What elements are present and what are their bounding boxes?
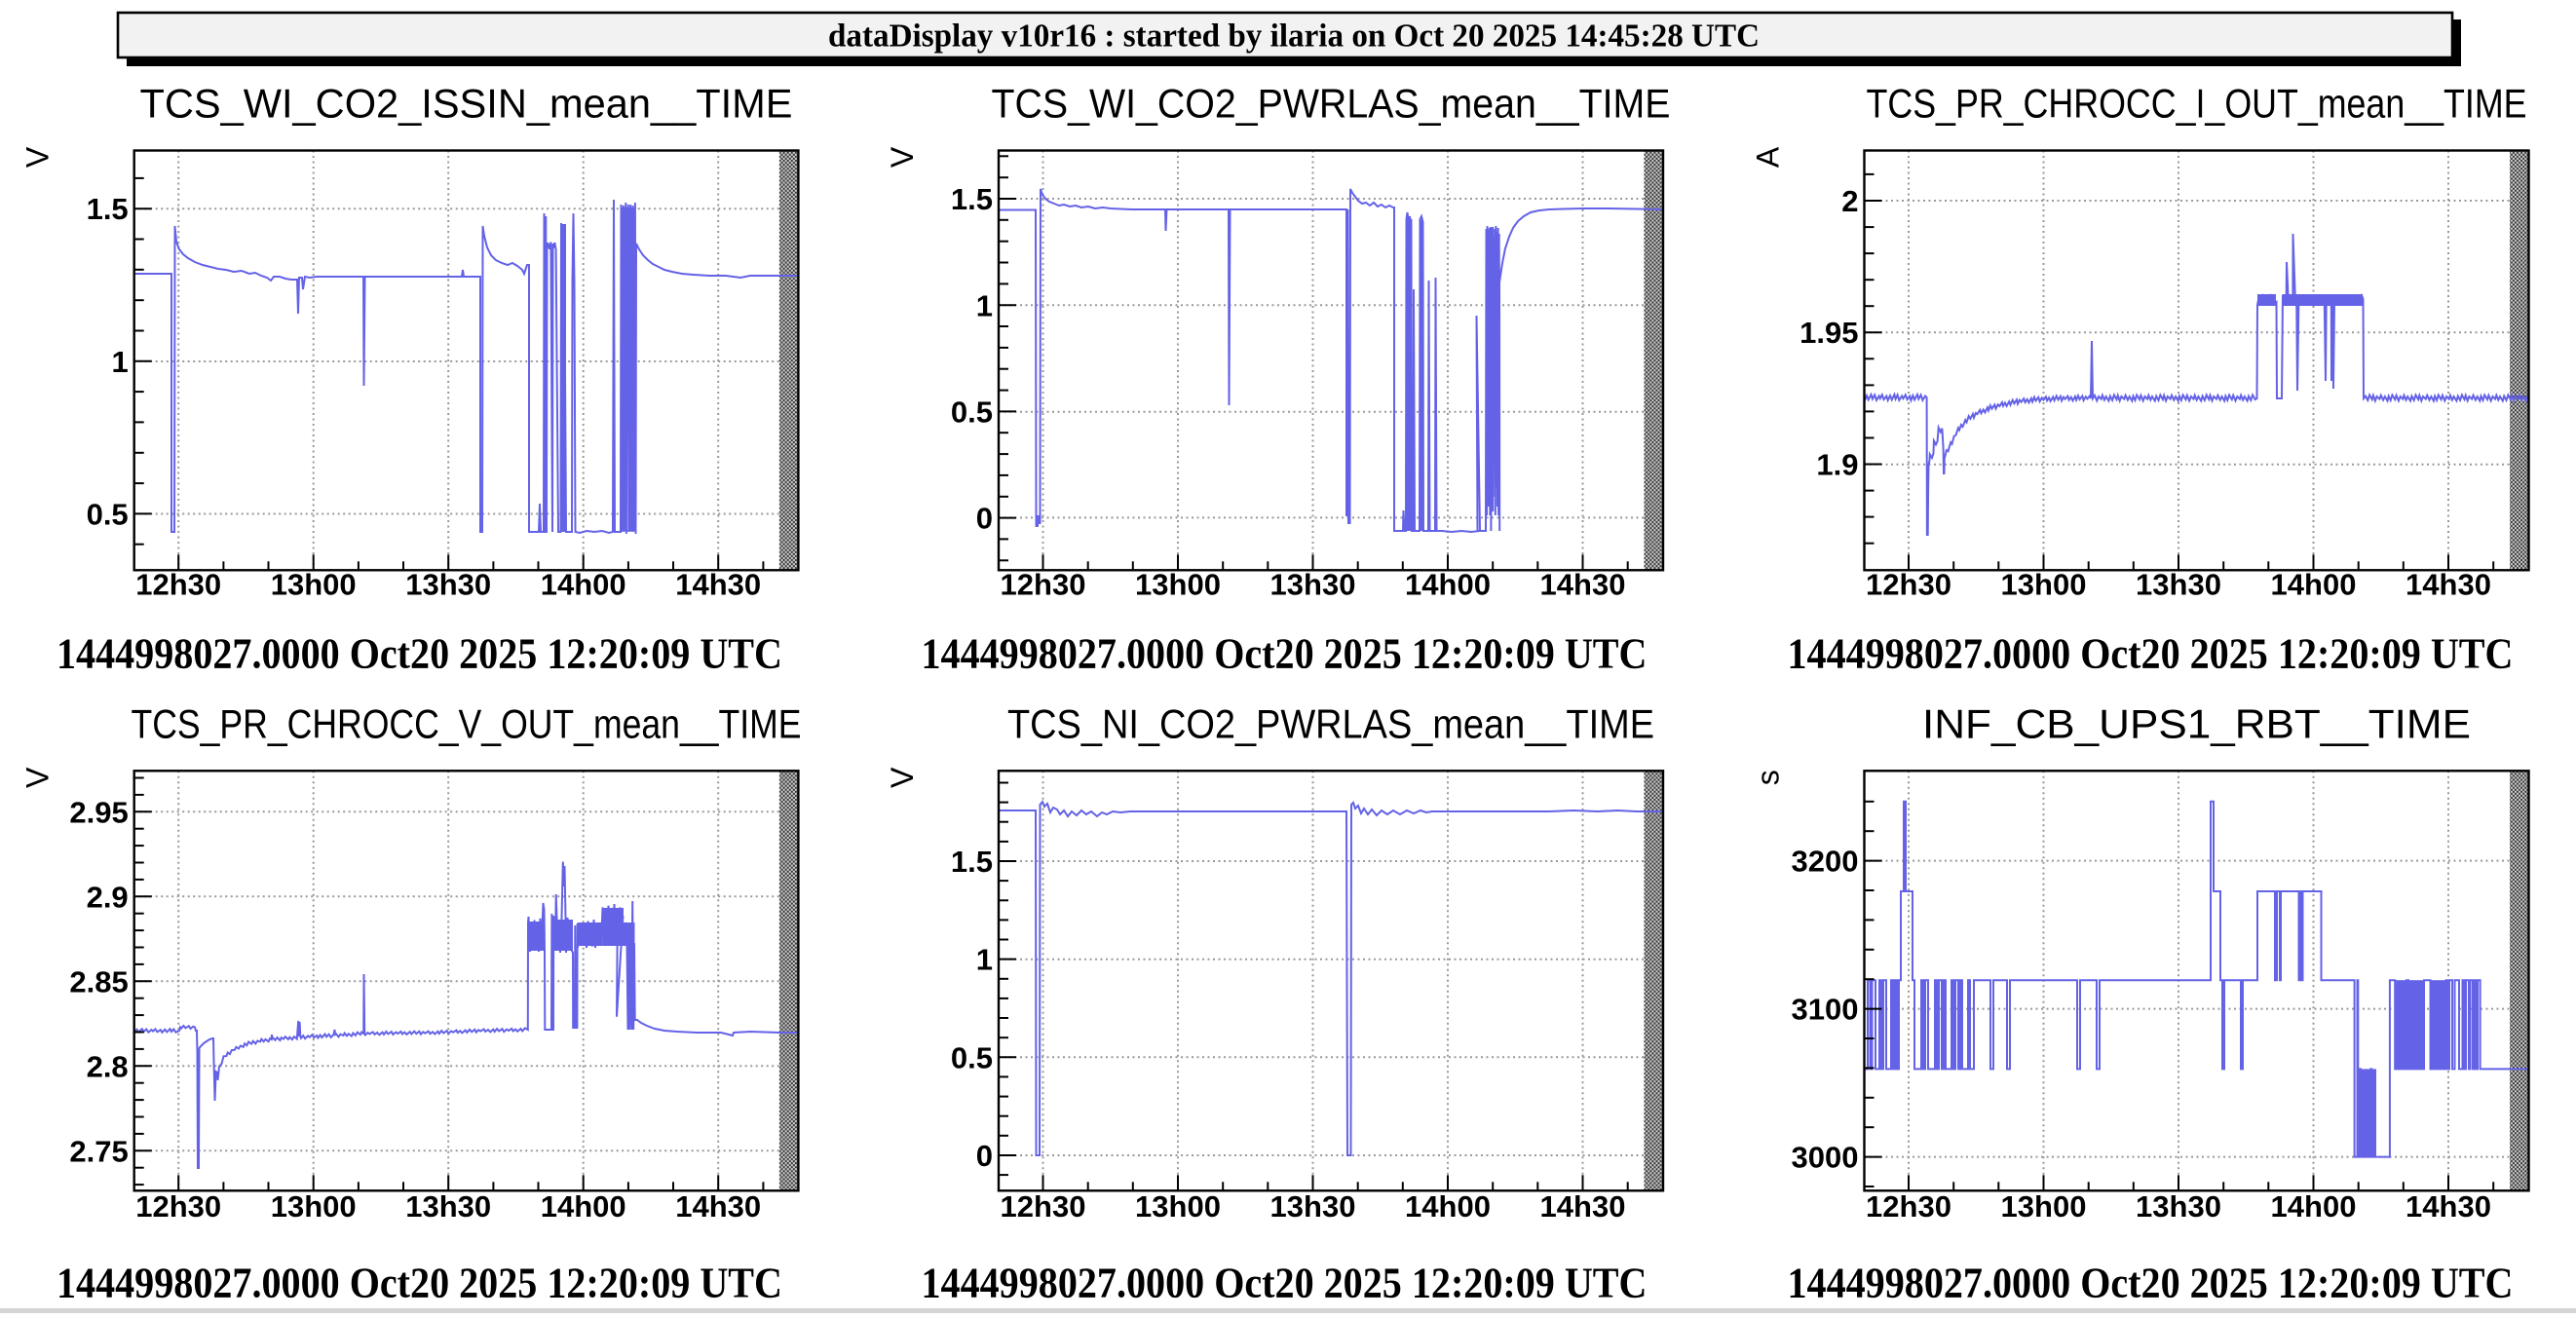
svg-text:13h30: 13h30 [405, 568, 491, 602]
svg-text:1.5: 1.5 [951, 845, 993, 879]
svg-text:13h30: 13h30 [2136, 1189, 2221, 1224]
svg-text:0.5: 0.5 [951, 395, 993, 430]
svg-text:14h00: 14h00 [541, 568, 626, 602]
svg-text:2.9: 2.9 [87, 880, 129, 914]
svg-text:14h00: 14h00 [1405, 568, 1491, 602]
svg-text:1: 1 [976, 943, 993, 977]
svg-text:1.95: 1.95 [1799, 316, 1858, 350]
svg-text:13h00: 13h00 [271, 568, 357, 602]
svg-text:TCS_WI_CO2_ISSIN_mean__TIME: TCS_WI_CO2_ISSIN_mean__TIME [140, 81, 793, 127]
svg-text:14h30: 14h30 [1540, 1189, 1626, 1224]
svg-text:A: A [1751, 146, 1786, 168]
svg-text:0.5: 0.5 [87, 498, 129, 532]
svg-text:12h30: 12h30 [1001, 568, 1086, 602]
svg-text:12h30: 12h30 [135, 1189, 221, 1224]
svg-text:13h30: 13h30 [1270, 1189, 1356, 1224]
svg-text:13h00: 13h00 [2001, 568, 2087, 602]
svg-text:1444998027.0000 Oct20 2025 12:: 1444998027.0000 Oct20 2025 12:20:09 UTC [1788, 630, 2514, 678]
svg-text:dataDisplay v10r16 : started b: dataDisplay v10r16 : started by ilaria o… [828, 19, 1760, 55]
svg-text:12h30: 12h30 [1866, 1189, 1951, 1224]
svg-text:13h00: 13h00 [1135, 1189, 1221, 1224]
svg-text:14h30: 14h30 [1540, 568, 1626, 602]
svg-text:1.5: 1.5 [87, 192, 129, 226]
svg-text:V: V [885, 146, 920, 168]
svg-text:12h30: 12h30 [1001, 1189, 1086, 1224]
svg-text:TCS_WI_CO2_PWRLAS_mean__TIME: TCS_WI_CO2_PWRLAS_mean__TIME [992, 81, 1671, 127]
svg-text:s: s [1751, 770, 1786, 785]
svg-text:14h30: 14h30 [2406, 568, 2491, 602]
svg-text:TCS_NI_CO2_PWRLAS_mean__TIME: TCS_NI_CO2_PWRLAS_mean__TIME [1007, 701, 1654, 747]
svg-text:14h30: 14h30 [2406, 1189, 2491, 1224]
svg-text:0: 0 [976, 1139, 993, 1173]
svg-text:V: V [20, 767, 56, 788]
svg-text:14h00: 14h00 [541, 1189, 626, 1224]
svg-text:0.5: 0.5 [951, 1040, 993, 1074]
svg-text:1: 1 [976, 288, 993, 322]
svg-text:2: 2 [1841, 184, 1858, 218]
svg-text:1444998027.0000 Oct20 2025 12:: 1444998027.0000 Oct20 2025 12:20:09 UTC [1788, 1260, 2514, 1307]
svg-text:14h30: 14h30 [675, 568, 761, 602]
svg-text:13h00: 13h00 [2001, 1189, 2087, 1224]
svg-text:2.85: 2.85 [69, 964, 128, 998]
svg-text:12h30: 12h30 [1866, 568, 1951, 602]
svg-text:3000: 3000 [1792, 1141, 1859, 1175]
svg-text:1.9: 1.9 [1816, 448, 1858, 482]
svg-text:1444998027.0000 Oct20 2025 12:: 1444998027.0000 Oct20 2025 12:20:09 UTC [57, 630, 782, 678]
svg-text:13h00: 13h00 [1135, 568, 1221, 602]
svg-text:3100: 3100 [1792, 993, 1859, 1027]
svg-text:13h00: 13h00 [271, 1189, 357, 1224]
svg-text:2.95: 2.95 [69, 795, 128, 829]
svg-text:TCS_PR_CHROCC_I_OUT_mean__TIME: TCS_PR_CHROCC_I_OUT_mean__TIME [1867, 81, 2527, 127]
svg-text:V: V [885, 767, 920, 788]
svg-text:3200: 3200 [1792, 845, 1859, 879]
svg-text:V: V [20, 146, 56, 168]
svg-text:INF_CB_UPS1_RBT__TIME: INF_CB_UPS1_RBT__TIME [1922, 701, 2471, 747]
svg-text:14h00: 14h00 [2271, 1189, 2357, 1224]
svg-text:1: 1 [111, 345, 128, 379]
svg-text:14h00: 14h00 [2271, 568, 2357, 602]
svg-text:13h30: 13h30 [405, 1189, 491, 1224]
svg-text:14h00: 14h00 [1405, 1189, 1491, 1224]
svg-text:1444998027.0000 Oct20 2025 12:: 1444998027.0000 Oct20 2025 12:20:09 UTC [922, 1260, 1648, 1307]
svg-text:13h30: 13h30 [1270, 568, 1356, 602]
svg-text:1444998027.0000 Oct20 2025 12:: 1444998027.0000 Oct20 2025 12:20:09 UTC [57, 1260, 782, 1307]
svg-text:1.5: 1.5 [951, 182, 993, 216]
svg-text:1444998027.0000 Oct20 2025 12:: 1444998027.0000 Oct20 2025 12:20:09 UTC [922, 630, 1648, 678]
svg-text:0: 0 [976, 501, 993, 535]
svg-text:TCS_PR_CHROCC_V_OUT_mean__TIME: TCS_PR_CHROCC_V_OUT_mean__TIME [132, 701, 802, 747]
svg-text:2.75: 2.75 [69, 1134, 128, 1168]
svg-text:13h30: 13h30 [2136, 568, 2221, 602]
svg-text:12h30: 12h30 [135, 568, 221, 602]
svg-text:2.8: 2.8 [87, 1049, 129, 1083]
svg-text:14h30: 14h30 [675, 1189, 761, 1224]
